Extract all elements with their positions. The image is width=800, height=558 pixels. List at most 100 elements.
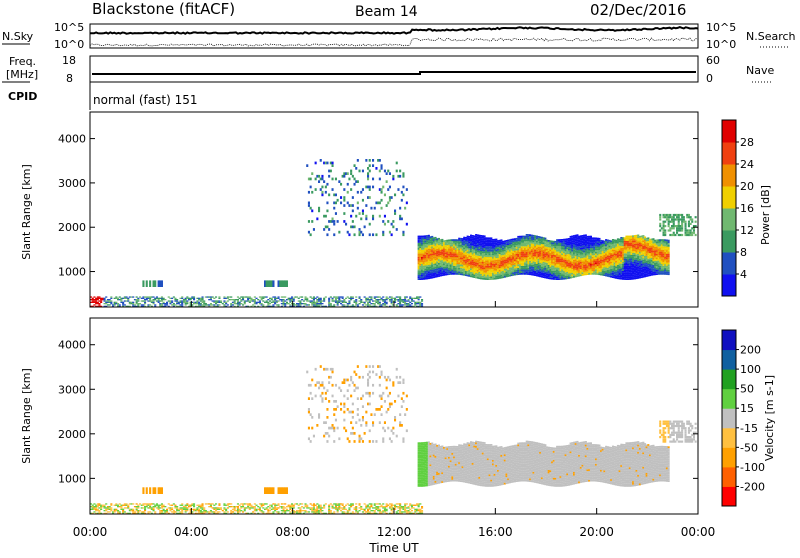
power-cell: [664, 221, 666, 223]
power-cell: [352, 175, 354, 178]
power-cell: [387, 202, 389, 205]
power-cell: [663, 227, 665, 229]
power-cell: [330, 304, 332, 305]
power-cell: [328, 302, 330, 303]
power-cell: [386, 299, 388, 300]
power-cell: [681, 223, 683, 225]
power-cell: [337, 303, 339, 304]
nsky-label: N.Sky: [2, 30, 34, 43]
power-cell: [269, 303, 271, 304]
power-cell: [690, 223, 692, 225]
power-cell: [348, 233, 350, 236]
velocity-cell: [93, 503, 95, 504]
power-cell: [313, 296, 315, 297]
velocity-cell: [98, 503, 100, 504]
power-cell: [668, 243, 670, 245]
power-cell: [308, 191, 310, 194]
power-cell: [384, 300, 386, 301]
power-cell: [343, 188, 345, 191]
power-cell: [484, 235, 486, 237]
velocity-cell: [181, 511, 183, 512]
power-cell: [93, 296, 95, 297]
power-cell: [365, 215, 367, 218]
power-cell: [267, 302, 269, 303]
power-cell: [354, 178, 356, 181]
power-cell: [392, 175, 394, 178]
power-cell: [266, 300, 268, 301]
power-cell: [153, 303, 155, 304]
power-cell: [237, 299, 239, 300]
power-cell: [394, 298, 396, 299]
power-cell: [196, 300, 198, 301]
power-cell: [411, 303, 413, 304]
freq-line: [92, 72, 696, 74]
power-cell: [318, 175, 320, 178]
power-cell: [330, 170, 332, 173]
power-cell: [668, 259, 670, 261]
power-cell: [359, 228, 361, 231]
velocity-cell: [186, 507, 188, 508]
velocity-cell: [163, 505, 165, 506]
power-cell: [402, 194, 404, 197]
power-cell: [333, 207, 335, 210]
power-cell: [394, 212, 396, 215]
power-ylabel: Slant Range [km]: [20, 164, 33, 260]
velocity-cell: [110, 510, 112, 511]
power-cell: [161, 300, 163, 301]
velocity-cell: [173, 510, 175, 511]
velocity-cell: [202, 505, 204, 506]
power-cell: [370, 299, 372, 300]
power-cell: [669, 229, 671, 231]
power-cell: [256, 298, 258, 299]
velocity-cell: [105, 510, 107, 511]
power-cell: [360, 218, 362, 221]
power-cell: [406, 188, 408, 191]
power-cell: [262, 298, 264, 299]
velocity-cell: [161, 511, 163, 512]
power-cell: [396, 228, 398, 231]
power-cell: [313, 300, 315, 301]
power-cell: [321, 186, 323, 189]
power-cell: [181, 298, 183, 299]
power-cell: [173, 296, 175, 297]
power-cell: [190, 299, 192, 300]
power-cell: [369, 164, 371, 167]
power-cell: [668, 268, 670, 270]
power-cell: [318, 180, 320, 183]
power-cell: [379, 178, 381, 181]
power-cell: [379, 159, 381, 162]
power-cell: [276, 302, 278, 303]
power-cell: [406, 223, 408, 226]
power-cell: [316, 218, 318, 221]
power-cell: [254, 299, 256, 300]
power-cell: [328, 300, 330, 301]
velocity-cell: [186, 509, 188, 510]
power-cell: [215, 303, 217, 304]
power-cell: [659, 225, 661, 227]
power-cell: [321, 175, 323, 178]
power-cell: [284, 300, 286, 301]
power-cell: [340, 196, 342, 199]
power-cell: [663, 223, 665, 225]
velocity-cell: [127, 505, 129, 506]
power-cell: [139, 303, 141, 304]
power-cell: [127, 300, 129, 301]
velocity-cell: [196, 507, 198, 508]
power-cell: [105, 296, 107, 297]
velocity-cell: [149, 505, 151, 506]
power-cell: [166, 302, 168, 303]
power-cell: [321, 194, 323, 197]
power-cell: [171, 302, 173, 303]
power-cell: [261, 299, 263, 300]
power-cell: [690, 216, 692, 218]
power-cell: [254, 300, 256, 301]
power-cell: [345, 302, 347, 303]
power-cell: [347, 296, 349, 297]
power-cell: [374, 304, 376, 305]
power-cell: [367, 303, 369, 304]
power-cell: [386, 296, 388, 297]
power-cell: [259, 302, 261, 303]
velocity-cell: [185, 506, 187, 507]
power-cell: [402, 231, 404, 234]
velocity-cell: [146, 506, 148, 507]
